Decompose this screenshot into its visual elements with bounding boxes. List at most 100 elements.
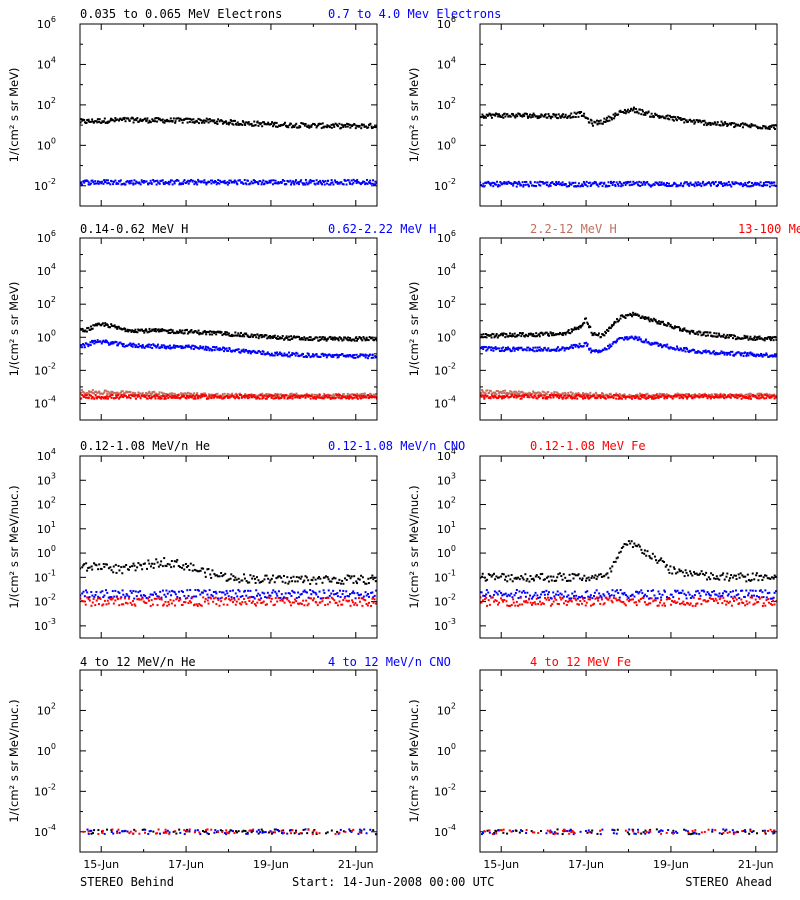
data-point bbox=[307, 596, 310, 599]
data-point bbox=[283, 601, 286, 604]
data-point bbox=[166, 118, 169, 121]
data-point bbox=[712, 335, 715, 338]
data-point bbox=[94, 604, 97, 607]
data-point bbox=[729, 392, 732, 395]
data-point bbox=[171, 396, 174, 399]
data-point bbox=[240, 396, 243, 399]
data-point bbox=[521, 333, 524, 336]
data-point bbox=[482, 391, 485, 394]
data-point bbox=[351, 599, 354, 602]
data-point bbox=[700, 334, 703, 337]
data-point bbox=[492, 333, 495, 336]
data-point bbox=[255, 594, 258, 597]
data-point bbox=[628, 393, 631, 396]
data-point bbox=[112, 183, 115, 186]
data-point bbox=[166, 562, 169, 565]
data-point bbox=[755, 353, 758, 356]
data-point bbox=[352, 393, 355, 396]
data-point bbox=[116, 344, 119, 347]
data-point bbox=[579, 395, 582, 398]
data-point bbox=[362, 394, 365, 397]
data-point bbox=[285, 394, 288, 397]
data-point bbox=[235, 578, 238, 581]
data-point bbox=[518, 395, 521, 398]
data-point bbox=[169, 179, 172, 182]
data-point bbox=[224, 181, 227, 184]
data-point bbox=[254, 581, 257, 584]
data-point bbox=[280, 397, 283, 400]
data-point bbox=[327, 337, 330, 340]
data-point bbox=[592, 394, 595, 397]
data-point bbox=[649, 115, 652, 118]
data-point bbox=[585, 394, 588, 397]
data-point bbox=[562, 346, 565, 349]
data-point bbox=[180, 392, 183, 395]
data-point bbox=[250, 180, 253, 183]
data-point bbox=[693, 185, 696, 188]
data-point bbox=[770, 354, 773, 357]
data-point bbox=[517, 348, 520, 351]
series-dots bbox=[480, 311, 777, 400]
data-point bbox=[512, 114, 515, 117]
data-point bbox=[261, 181, 264, 184]
data-point bbox=[193, 121, 196, 124]
data-point bbox=[737, 124, 740, 127]
data-point bbox=[319, 356, 322, 359]
data-point bbox=[499, 395, 502, 398]
data-point bbox=[371, 574, 374, 577]
data-point bbox=[139, 118, 142, 121]
data-point bbox=[537, 396, 540, 399]
data-point bbox=[620, 397, 623, 400]
data-point bbox=[748, 392, 751, 395]
data-point bbox=[372, 601, 375, 604]
data-point bbox=[625, 182, 628, 185]
data-point bbox=[275, 577, 278, 580]
data-point bbox=[293, 591, 296, 594]
data-point bbox=[289, 354, 292, 357]
data-point bbox=[274, 125, 277, 128]
data-point bbox=[765, 352, 768, 355]
data-point bbox=[166, 394, 169, 397]
data-point bbox=[710, 352, 713, 355]
data-point bbox=[576, 111, 579, 114]
data-point bbox=[142, 345, 145, 348]
data-point bbox=[604, 185, 607, 188]
data-point bbox=[328, 594, 331, 597]
data-point bbox=[260, 183, 263, 186]
data-point bbox=[740, 393, 743, 396]
data-point bbox=[733, 122, 736, 125]
data-point bbox=[106, 397, 109, 400]
data-point bbox=[211, 348, 214, 351]
data-point bbox=[296, 580, 299, 583]
data-point bbox=[533, 335, 536, 338]
data-point bbox=[759, 352, 762, 355]
data-point bbox=[588, 348, 591, 351]
data-point bbox=[281, 354, 284, 357]
data-point bbox=[532, 333, 535, 336]
data-point bbox=[495, 332, 498, 335]
data-point bbox=[241, 120, 244, 123]
data-point bbox=[160, 179, 163, 182]
data-point bbox=[346, 392, 349, 395]
data-point bbox=[530, 333, 533, 336]
data-point bbox=[83, 344, 86, 347]
data-point bbox=[260, 122, 263, 125]
data-point bbox=[561, 334, 564, 337]
data-point bbox=[366, 604, 369, 607]
data-point bbox=[152, 178, 155, 181]
data-point bbox=[98, 391, 101, 394]
data-point bbox=[251, 335, 254, 338]
data-point bbox=[218, 120, 221, 123]
data-point bbox=[678, 117, 681, 120]
data-point bbox=[134, 392, 137, 395]
data-point bbox=[757, 394, 760, 397]
data-point bbox=[713, 182, 716, 185]
data-point bbox=[299, 354, 302, 357]
data-point bbox=[180, 347, 183, 350]
data-point bbox=[368, 393, 371, 396]
data-point bbox=[338, 600, 341, 603]
data-point bbox=[555, 113, 558, 116]
data-point bbox=[496, 185, 499, 188]
data-point bbox=[298, 396, 301, 399]
data-point bbox=[513, 332, 516, 335]
